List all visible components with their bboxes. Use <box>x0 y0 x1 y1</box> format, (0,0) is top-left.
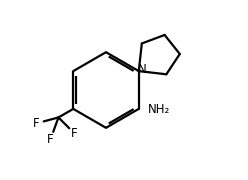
Text: F: F <box>33 117 40 130</box>
Text: NH₂: NH₂ <box>147 103 170 116</box>
Text: N: N <box>138 63 147 76</box>
Text: F: F <box>71 127 78 140</box>
Text: F: F <box>47 132 54 145</box>
